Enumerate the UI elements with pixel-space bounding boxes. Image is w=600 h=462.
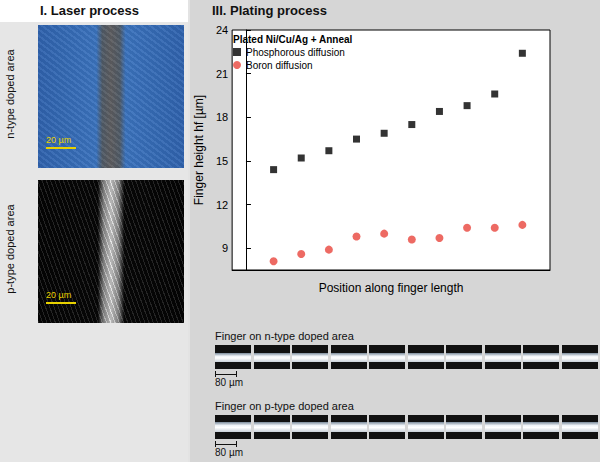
html-text:p-type doped area: p-type doped area [4, 204, 16, 294]
html-text:80 µm: 80 µm [215, 377, 243, 388]
svg-text:24: 24 [216, 24, 228, 36]
svg-text:Position along finger length: Position along finger length [319, 281, 464, 295]
svg-text:12: 12 [216, 199, 228, 211]
svg-text:Plated Ni/Cu/Ag + Anneal: Plated Ni/Cu/Ag + Anneal [233, 34, 353, 45]
svg-text:Finger height hf [µm]: Finger height hf [µm] [192, 95, 206, 205]
html-text:III. Plating process: III. Plating process [212, 3, 327, 18]
svg-text:21: 21 [216, 68, 228, 80]
html-text:n-type doped area: n-type doped area [4, 49, 16, 139]
html-text:80 µm: 80 µm [215, 447, 243, 458]
svg-text:18: 18 [216, 111, 228, 123]
html-text:Finger on p-type doped area: Finger on p-type doped area [215, 400, 354, 412]
svg-text:15: 15 [216, 155, 228, 167]
svg-text:9: 9 [222, 242, 228, 254]
svg-text:Phosphorous diffusion: Phosphorous diffusion [246, 47, 345, 58]
html-text:20 µm: 20 µm [46, 290, 72, 300]
html-text:20 µm: 20 µm [46, 135, 72, 145]
html-text:Finger on n-type doped area: Finger on n-type doped area [215, 330, 354, 342]
html-text:I. Laser process: I. Laser process [40, 3, 139, 18]
svg-text:Boron diffusion: Boron diffusion [246, 60, 313, 71]
